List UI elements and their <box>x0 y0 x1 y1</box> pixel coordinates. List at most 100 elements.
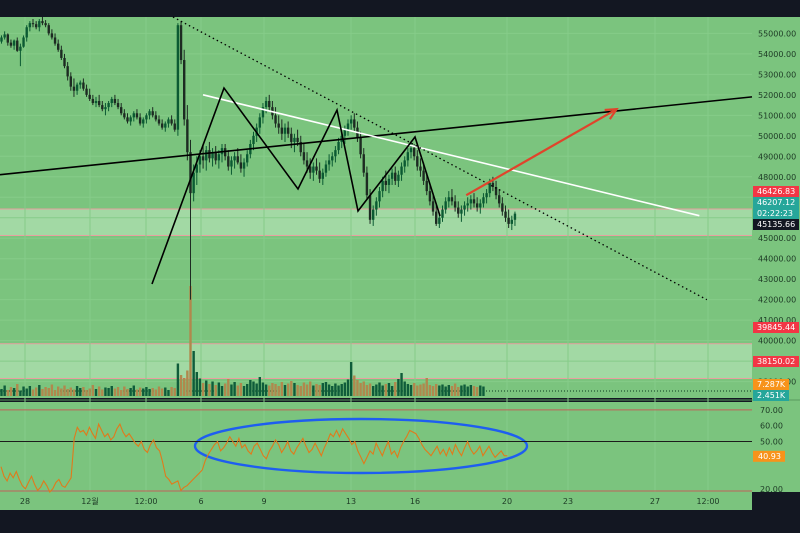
candle-body[interactable] <box>394 172 397 181</box>
candle-body[interactable] <box>239 162 243 169</box>
candle-body[interactable] <box>201 156 205 161</box>
candle-body[interactable] <box>463 205 466 210</box>
candle-body[interactable] <box>22 37 25 47</box>
candle-body[interactable] <box>290 133 293 142</box>
candle-body[interactable] <box>170 119 173 124</box>
candle-body[interactable] <box>510 219 513 224</box>
candle-body[interactable] <box>422 170 425 181</box>
candle-body[interactable] <box>132 113 135 118</box>
candle-body[interactable] <box>252 135 255 144</box>
candle-body[interactable] <box>513 213 517 220</box>
candle-body[interactable] <box>507 217 510 224</box>
candle-body[interactable] <box>491 182 495 188</box>
candle-body[interactable] <box>337 141 340 151</box>
candle-body[interactable] <box>324 164 328 173</box>
candle-body[interactable] <box>403 160 406 167</box>
candle-body[interactable] <box>485 193 488 198</box>
candle-body[interactable] <box>466 203 469 206</box>
candle-body[interactable] <box>16 40 19 51</box>
rsi-pane-background[interactable] <box>0 402 752 492</box>
candle-body[interactable] <box>378 191 381 202</box>
price-axis-background[interactable] <box>752 17 800 492</box>
candle-body[interactable] <box>343 129 347 136</box>
candle-body[interactable] <box>75 84 79 91</box>
candle-body[interactable] <box>113 98 117 104</box>
candle-body[interactable] <box>261 107 265 118</box>
candle-body[interactable] <box>397 174 400 181</box>
candle-body[interactable] <box>142 119 145 124</box>
candle-body[interactable] <box>381 180 384 192</box>
candle-body[interactable] <box>3 34 6 38</box>
candle-body[interactable] <box>296 137 299 142</box>
candle-body[interactable] <box>444 201 447 210</box>
candle-body[interactable] <box>110 98 113 104</box>
candle-body[interactable] <box>79 82 82 85</box>
candle-body[interactable] <box>435 211 438 224</box>
candle-body[interactable] <box>123 113 126 118</box>
candle-body[interactable] <box>504 211 507 218</box>
candle-body[interactable] <box>264 100 268 108</box>
candle-body[interactable] <box>438 217 441 224</box>
candle-body[interactable] <box>236 156 239 163</box>
candle-body[interactable] <box>309 166 312 173</box>
rsi-highlight-ellipse[interactable] <box>193 417 529 475</box>
candle-body[interactable] <box>38 21 41 28</box>
candle-body[interactable] <box>107 103 110 108</box>
dotted-trendline[interactable] <box>172 16 708 301</box>
candle-body[interactable] <box>406 152 410 161</box>
candle-body[interactable] <box>286 127 290 134</box>
candle-body[interactable] <box>97 100 101 106</box>
candle-body[interactable] <box>475 203 479 208</box>
candle-body[interactable] <box>186 119 189 153</box>
candle-body[interactable] <box>0 37 3 42</box>
candle-body[interactable] <box>154 115 158 120</box>
candle-body[interactable] <box>19 46 22 51</box>
candle-body[interactable] <box>488 182 491 194</box>
candle-body[interactable] <box>145 115 148 120</box>
candle-body[interactable] <box>129 117 132 122</box>
candle-body[interactable] <box>104 107 107 110</box>
candle-body[interactable] <box>293 137 296 142</box>
candle-body[interactable] <box>164 123 167 128</box>
candle-body[interactable] <box>494 187 498 196</box>
candle-body[interactable] <box>400 166 403 175</box>
candle-body[interactable] <box>60 49 63 58</box>
candle-body[interactable] <box>167 119 170 124</box>
candle-body[interactable] <box>69 76 72 87</box>
candle-body[interactable] <box>384 180 387 185</box>
candle-body[interactable] <box>353 119 356 128</box>
candle-body[interactable] <box>120 107 123 114</box>
candle-body[interactable] <box>387 178 391 185</box>
candle-body[interactable] <box>189 152 192 194</box>
candle-body[interactable] <box>299 141 302 153</box>
candle-body[interactable] <box>501 203 504 212</box>
candle-body[interactable] <box>277 123 280 128</box>
candle-body[interactable] <box>47 25 50 34</box>
candle-body[interactable] <box>365 172 369 196</box>
candle-body[interactable] <box>469 199 473 204</box>
projection-arrow[interactable] <box>465 108 618 197</box>
candle-body[interactable] <box>409 148 413 153</box>
candle-body[interactable] <box>82 82 85 89</box>
candle-body[interactable] <box>498 195 501 204</box>
candle-body[interactable] <box>173 123 176 130</box>
candle-body[interactable] <box>346 123 350 130</box>
rsi-line[interactable] <box>0 422 508 493</box>
candle-body[interactable] <box>482 197 485 204</box>
candle-body[interactable] <box>321 172 324 179</box>
candle-body[interactable] <box>368 195 372 220</box>
candle-body[interactable] <box>198 156 202 165</box>
candle-body[interactable] <box>431 201 435 212</box>
candle-body[interactable] <box>242 162 246 169</box>
candle-body[interactable] <box>425 180 428 192</box>
candle-body[interactable] <box>419 166 422 171</box>
candle-body[interactable] <box>63 57 66 67</box>
candle-body[interactable] <box>479 203 482 208</box>
candle-body[interactable] <box>375 201 378 210</box>
candle-body[interactable] <box>217 154 221 161</box>
candle-body[interactable] <box>41 21 44 24</box>
candle-body[interactable] <box>334 150 337 157</box>
candle-body[interactable] <box>148 111 151 116</box>
candle-body[interactable] <box>192 172 195 194</box>
